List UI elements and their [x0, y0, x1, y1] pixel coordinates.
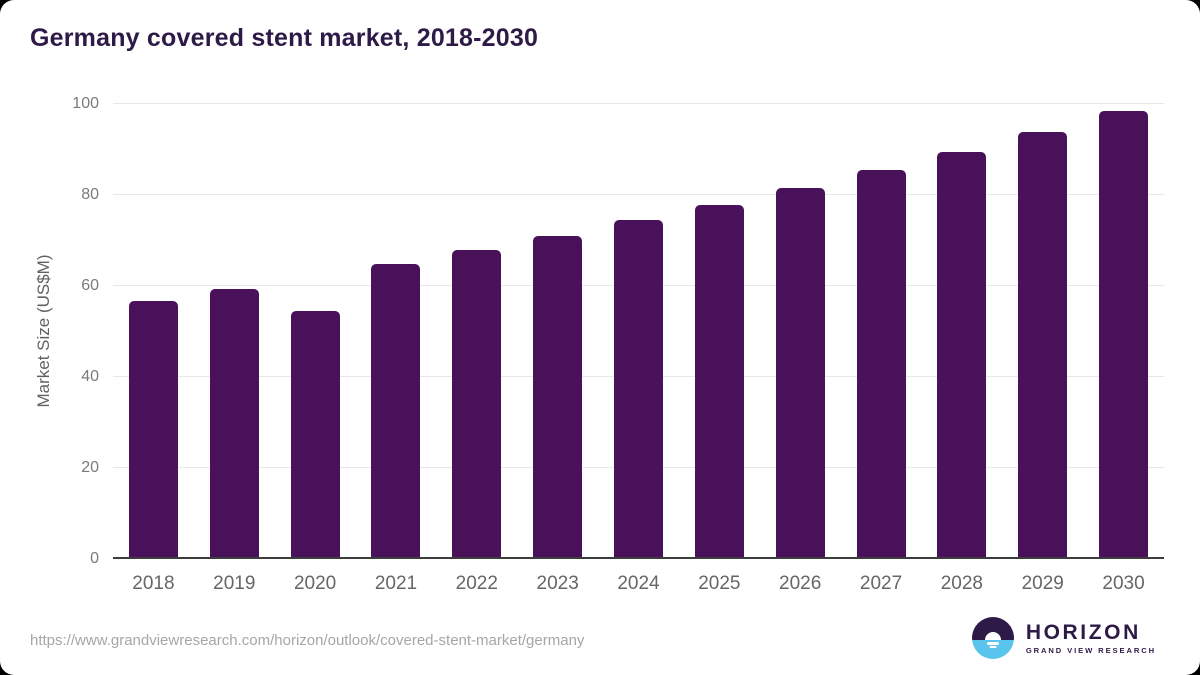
chart-title: Germany covered stent market, 2018-2030 — [30, 24, 539, 52]
bar-slot-2026: 2026 — [760, 104, 841, 594]
y-tick-label: 40 — [81, 368, 99, 385]
bar-slot-2024: 2024 — [598, 104, 679, 594]
x-tick-label: 2025 — [698, 573, 741, 594]
reflection-dash-icon — [989, 645, 997, 649]
y-axis-title: Market Size (US$M) — [34, 254, 53, 408]
x-tick-label: 2022 — [455, 573, 498, 594]
x-tick-label: 2019 — [213, 573, 256, 594]
bar-2029 — [1018, 132, 1068, 559]
bar-2021 — [371, 264, 421, 559]
bar-slot-2023: 2023 — [517, 104, 598, 594]
bar-slot-2025: 2025 — [679, 104, 760, 594]
bar-slot-2029: 2029 — [1002, 104, 1083, 594]
y-tick-label: 100 — [72, 95, 99, 112]
bar-2027 — [856, 170, 906, 559]
bar-2018 — [128, 301, 178, 559]
x-tick-label: 2018 — [132, 573, 175, 594]
x-tick-label: 2026 — [779, 573, 822, 594]
x-tick-label: 2020 — [293, 573, 337, 594]
x-tick-label: 2028 — [940, 573, 983, 594]
bar-slot-2027: 2027 — [841, 104, 922, 594]
bar-slot-2020: 2020 — [275, 104, 356, 594]
x-tick-label: 2030 — [1102, 573, 1145, 594]
bar-2025 — [694, 205, 744, 559]
x-tick-label: 2021 — [374, 573, 418, 594]
logo-text: HORIZON GRAND VIEW RESEARCH — [1026, 621, 1156, 655]
gridline — [113, 194, 1164, 195]
x-tick-label: 2027 — [859, 573, 903, 594]
sun-icon — [984, 632, 1001, 641]
bar-slot-2022: 2022 — [436, 104, 517, 594]
bar-2019 — [209, 288, 259, 559]
y-tick-label: 80 — [81, 186, 99, 203]
bar-slot-2018: 2018 — [113, 104, 194, 594]
logo-subtitle-text: GRAND VIEW RESEARCH — [1025, 646, 1156, 656]
reflection-dash-icon — [986, 642, 999, 645]
logo-brand-text: HORIZON — [1025, 620, 1141, 644]
bar-2028 — [937, 152, 987, 559]
y-tick-label: 20 — [81, 459, 99, 476]
horizon-logo-icon — [971, 617, 1014, 659]
x-tick-label: 2023 — [536, 573, 579, 594]
bar-2020 — [290, 310, 340, 559]
y-tick-label: 60 — [81, 277, 99, 294]
horizon-logo: HORIZON GRAND VIEW RESEARCH — [971, 617, 1156, 659]
bar-2026 — [775, 188, 825, 559]
bar-slot-2021: 2021 — [356, 104, 437, 594]
x-tick-label: 2029 — [1021, 573, 1064, 594]
source-url: https://www.grandviewresearch.com/horizo… — [30, 632, 585, 649]
bar-slot-2030: 2030 — [1083, 104, 1164, 594]
x-tick-label: 2024 — [617, 573, 660, 594]
bar-slot-2019: 2019 — [194, 104, 275, 594]
bar-series: 2018 2019 2020 2021 2022 2023 2024 2025 2026 2027… — [113, 104, 1164, 594]
plot-area: 0 20 40 60 80 100 2018 2019 2020 2021 2022 2023 2024… — [72, 96, 1164, 594]
bar-slot-2028: 2028 — [921, 104, 1002, 594]
bar-2024 — [613, 220, 663, 559]
bar-2022 — [452, 249, 502, 559]
bar-2023 — [533, 235, 583, 559]
gridline — [113, 103, 1164, 104]
gridline — [113, 557, 1164, 559]
y-tick-label: 0 — [90, 550, 99, 567]
bar-2030 — [1099, 110, 1149, 559]
